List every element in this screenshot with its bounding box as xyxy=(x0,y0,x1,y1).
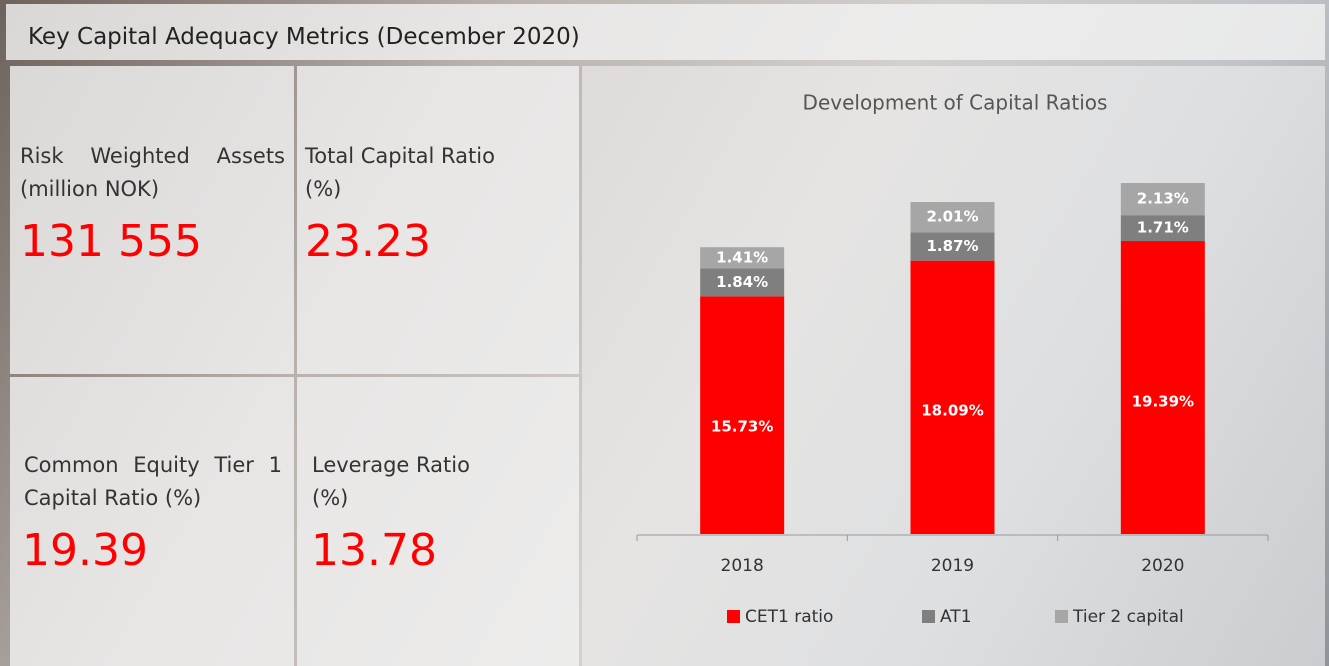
kpi-label: Leverage Ratio (%) xyxy=(312,453,470,510)
x-tick-label: 2018 xyxy=(721,556,764,576)
data-label: 2.01% xyxy=(926,208,978,226)
kpi-tile: Common Equity Tier 1 Capital Ratio (%) 1… xyxy=(10,377,294,666)
kpi-tile: Total Capital Ratio (%) 23.23 xyxy=(297,66,579,374)
x-tick-label: 2019 xyxy=(931,556,974,576)
chart-title: Development of Capital Ratios xyxy=(803,91,1108,115)
data-label: 1.41% xyxy=(716,248,768,266)
kpi-value: 131 555 xyxy=(20,216,202,267)
legend-swatch xyxy=(1055,610,1068,623)
data-label: 15.73% xyxy=(711,418,773,436)
bar-segment xyxy=(700,296,785,534)
legend-swatch xyxy=(727,610,740,623)
bar-segment xyxy=(1120,241,1205,534)
kpi-value: 13.78 xyxy=(311,525,437,576)
data-label: 19.39% xyxy=(1132,393,1194,411)
data-label: 1.84% xyxy=(716,273,768,291)
title-bar: Key Capital Adequacy Metrics (December 2… xyxy=(6,4,1325,60)
bar-segment xyxy=(700,247,785,269)
kpi-label: Risk Weighted Assets (million NOK) xyxy=(20,144,285,201)
bar-segment xyxy=(1120,215,1205,242)
kpi-value: 23.23 xyxy=(305,216,431,267)
bar-segment xyxy=(700,268,785,297)
legend-label: CET1 ratio xyxy=(745,607,833,627)
legend-label: Tier 2 capital xyxy=(1072,607,1184,627)
kpi-label: Common Equity Tier 1 Capital Ratio (%) xyxy=(24,453,282,510)
legend-label: AT1 xyxy=(940,607,972,627)
bar-segment xyxy=(1120,183,1205,216)
page-title: Key Capital Adequacy Metrics (December 2… xyxy=(28,24,580,50)
bar-segment xyxy=(910,232,995,261)
data-label: 2.13% xyxy=(1137,190,1189,208)
kpi-label: Total Capital Ratio (%) xyxy=(305,144,495,201)
kpi-value: 19.39 xyxy=(22,525,148,576)
data-label: 1.71% xyxy=(1137,219,1189,237)
x-tick-label: 2020 xyxy=(1141,556,1184,576)
kpi-tile: Risk Weighted Assets (million NOK) 131 5… xyxy=(10,66,294,374)
data-label: 18.09% xyxy=(921,401,983,419)
legend-swatch xyxy=(922,610,935,623)
bar-segment xyxy=(910,260,995,534)
data-label: 1.87% xyxy=(926,237,978,255)
kpi-tile: Leverage Ratio (%) 13.78 xyxy=(297,377,579,666)
bar-segment xyxy=(910,202,995,233)
